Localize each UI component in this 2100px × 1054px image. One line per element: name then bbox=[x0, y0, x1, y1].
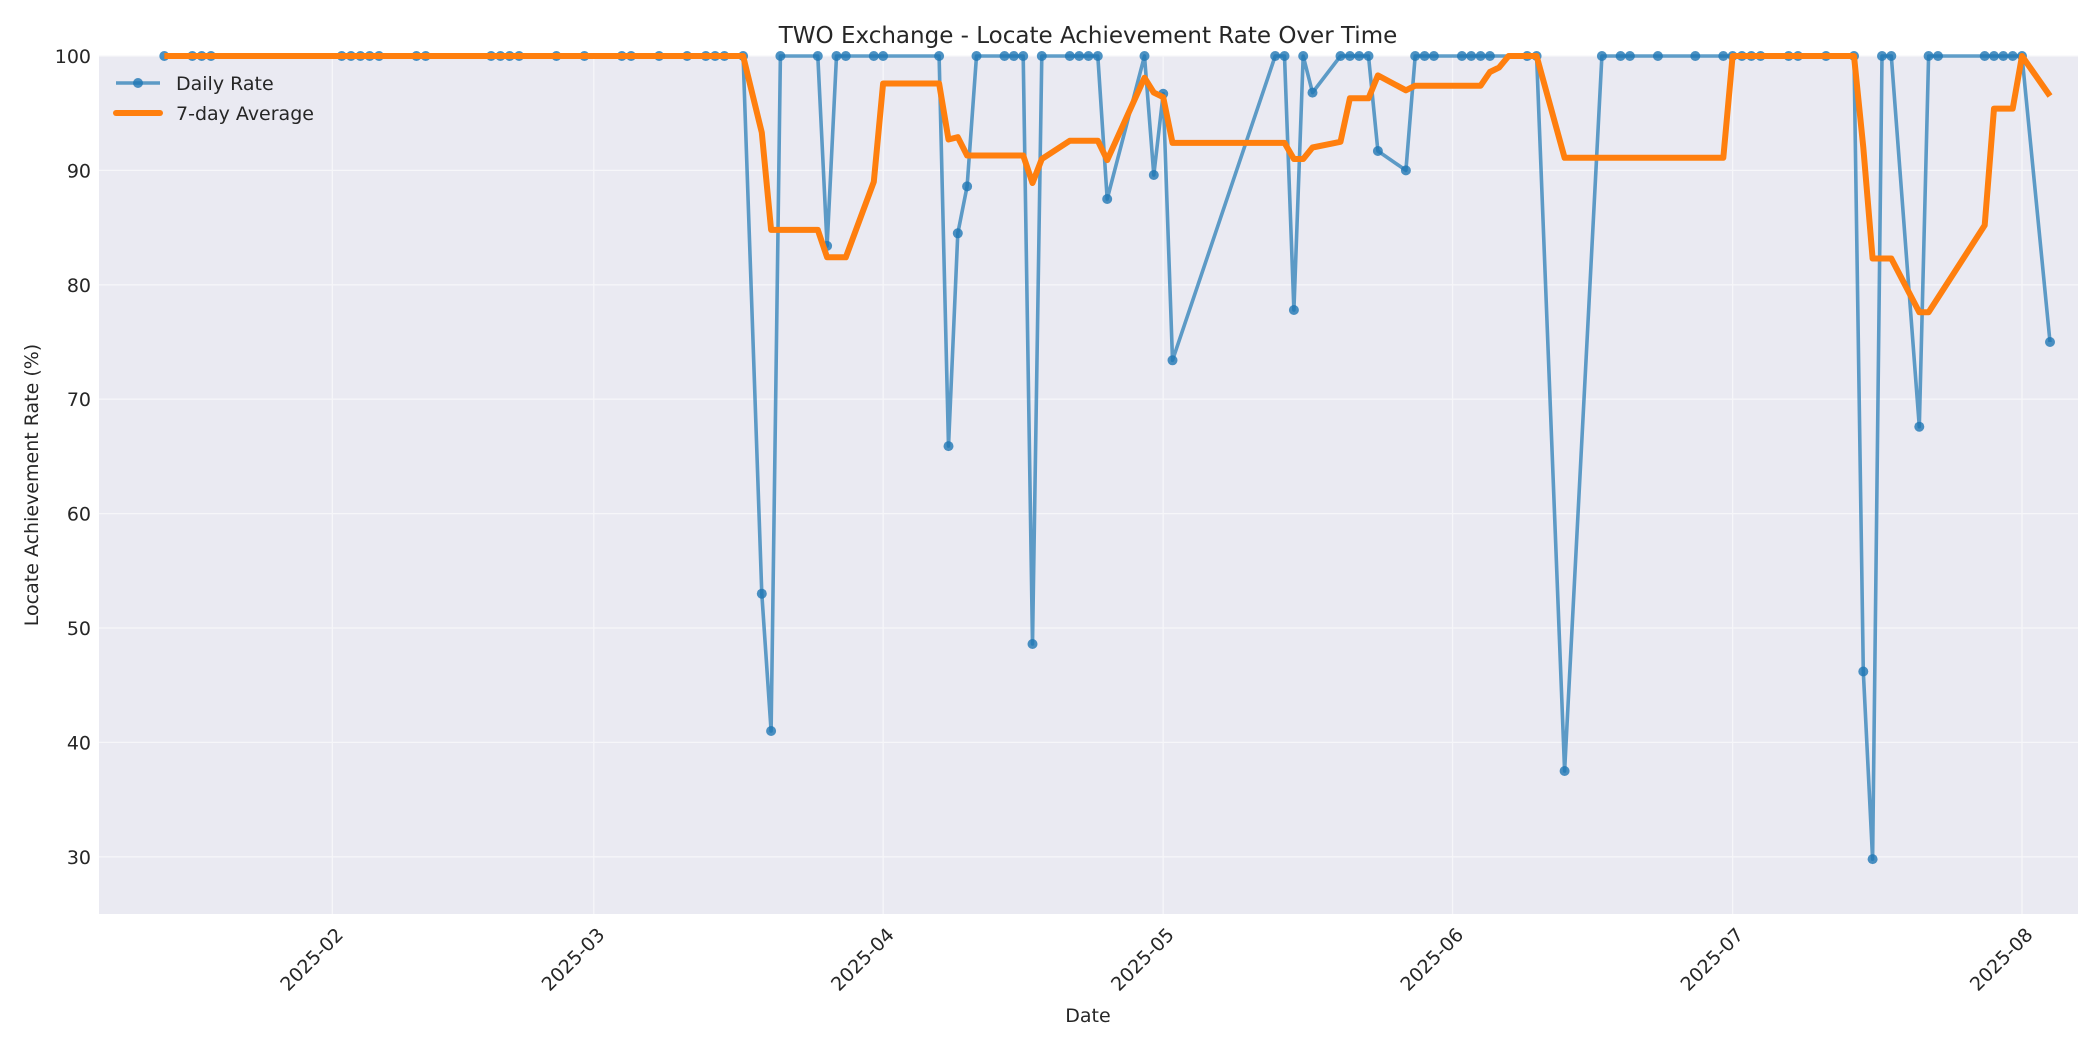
daily-rate-point bbox=[1484, 51, 1495, 61]
x-axis-ticks: 2025-02 2025-03 2025-04 2025-05 2025-06 2025-… bbox=[276, 924, 2037, 996]
daily-rate-point bbox=[831, 51, 842, 61]
x-tick-label: 2025-04 bbox=[827, 924, 899, 996]
daily-rate-point bbox=[1167, 355, 1178, 366]
y-tick-label: 70 bbox=[67, 389, 91, 411]
daily-rate-point bbox=[1092, 51, 1103, 61]
daily-rate-point bbox=[1979, 51, 1990, 61]
daily-rate-point bbox=[766, 726, 777, 736]
daily-rate-point bbox=[1998, 51, 2009, 61]
y-tick-label: 50 bbox=[67, 618, 91, 640]
daily-rate-point bbox=[1270, 51, 1281, 61]
x-axis-label: Date bbox=[1065, 1005, 1110, 1027]
daily-rate-point bbox=[1354, 51, 1365, 61]
daily-rate-point bbox=[1372, 146, 1383, 156]
daily-rate-point bbox=[1083, 51, 1094, 61]
y-tick-label: 30 bbox=[67, 847, 91, 869]
legend-average-label: 7-day Average bbox=[176, 103, 314, 125]
daily-rate-point bbox=[812, 51, 823, 61]
daily-rate-point bbox=[1559, 766, 1570, 776]
seven-day-average-line bbox=[164, 53, 2053, 316]
x-tick-label: 2025-08 bbox=[1966, 924, 2038, 996]
y-tick-label: 40 bbox=[67, 732, 91, 754]
daily-rate-point bbox=[999, 51, 1010, 61]
daily-rate-point bbox=[934, 51, 945, 61]
daily-rate-point bbox=[1475, 51, 1486, 61]
daily-rate-point bbox=[1139, 51, 1150, 61]
daily-rate-point bbox=[1886, 51, 1897, 61]
daily-rate-point bbox=[878, 51, 889, 61]
daily-rate-point bbox=[1615, 51, 1626, 61]
daily-rate-point bbox=[1989, 51, 1999, 61]
daily-rate-point bbox=[1363, 51, 1374, 61]
daily-rate-point bbox=[1018, 51, 1029, 61]
daily-rate-point bbox=[1344, 51, 1355, 61]
daily-rate-point bbox=[1279, 51, 1290, 61]
daily-rate-point bbox=[1428, 51, 1439, 61]
daily-rate-point bbox=[2007, 51, 2018, 61]
daily-rate-point bbox=[1400, 165, 1411, 176]
daily-rate-point bbox=[1466, 51, 1477, 61]
legend-daily-label: Daily Rate bbox=[176, 73, 274, 95]
daily-rate-point bbox=[775, 51, 786, 61]
chart-title: TWO Exchange - Locate Achievement Rate O… bbox=[778, 23, 1398, 49]
daily-rate-point bbox=[1652, 51, 1663, 61]
daily-rate-point bbox=[1596, 51, 1607, 61]
legend-daily-marker-icon bbox=[133, 78, 143, 88]
daily-rate-point bbox=[1914, 421, 1925, 432]
daily-rate-point bbox=[1877, 51, 1887, 61]
daily-rate-point bbox=[1027, 639, 1038, 649]
y-tick-label: 60 bbox=[67, 504, 91, 526]
daily-rate-point bbox=[1036, 51, 1047, 61]
daily-rate-point bbox=[1148, 170, 1159, 180]
grid-lines bbox=[99, 55, 2078, 914]
y-tick-label: 100 bbox=[55, 46, 91, 68]
y-axis-ticks: 30 40 50 60 70 80 90 100 bbox=[55, 46, 91, 869]
daily-rate-point bbox=[1419, 51, 1430, 61]
daily-rate-point bbox=[868, 51, 879, 61]
daily-rate-point bbox=[1064, 51, 1075, 61]
daily-rate-point bbox=[1923, 51, 1934, 61]
y-tick-label: 90 bbox=[67, 160, 91, 182]
daily-rate-point bbox=[1456, 51, 1467, 61]
daily-rate-point bbox=[2045, 337, 2055, 347]
daily-rate-point bbox=[1102, 194, 1113, 204]
daily-rate-point bbox=[1410, 51, 1421, 61]
x-tick-label: 2025-07 bbox=[1676, 924, 1748, 996]
daily-rate-point bbox=[1867, 854, 1878, 865]
daily-rate-point bbox=[756, 588, 767, 599]
y-axis-label: Locate Achievement Rate (%) bbox=[21, 344, 43, 626]
daily-rate-point bbox=[962, 181, 973, 192]
legend: Daily Rate 7-day Average bbox=[113, 73, 314, 125]
daily-rate-point bbox=[1624, 51, 1635, 61]
daily-rate-point bbox=[971, 51, 982, 61]
daily-rate-point bbox=[1933, 51, 1943, 61]
daily-rate-point bbox=[1307, 87, 1318, 98]
daily-rate-point bbox=[1298, 51, 1309, 61]
daily-rate-point bbox=[1008, 51, 1019, 61]
x-tick-label: 2025-06 bbox=[1396, 924, 1468, 996]
daily-rate-point bbox=[952, 228, 963, 239]
daily-rate-point bbox=[1288, 305, 1299, 315]
daily-rate-point bbox=[1335, 51, 1346, 61]
x-tick-label: 2025-02 bbox=[276, 924, 348, 996]
daily-rate-point bbox=[943, 441, 954, 452]
x-tick-label: 2025-05 bbox=[1107, 924, 1179, 996]
daily-rate-point bbox=[1690, 51, 1701, 61]
daily-rate-point bbox=[1718, 51, 1729, 61]
daily-rate-point bbox=[1074, 51, 1085, 61]
x-tick-label: 2025-03 bbox=[538, 924, 610, 996]
y-tick-label: 80 bbox=[67, 275, 91, 297]
daily-rate-point bbox=[840, 51, 851, 61]
daily-rate-point bbox=[1858, 666, 1869, 677]
plot-area bbox=[99, 56, 2078, 914]
